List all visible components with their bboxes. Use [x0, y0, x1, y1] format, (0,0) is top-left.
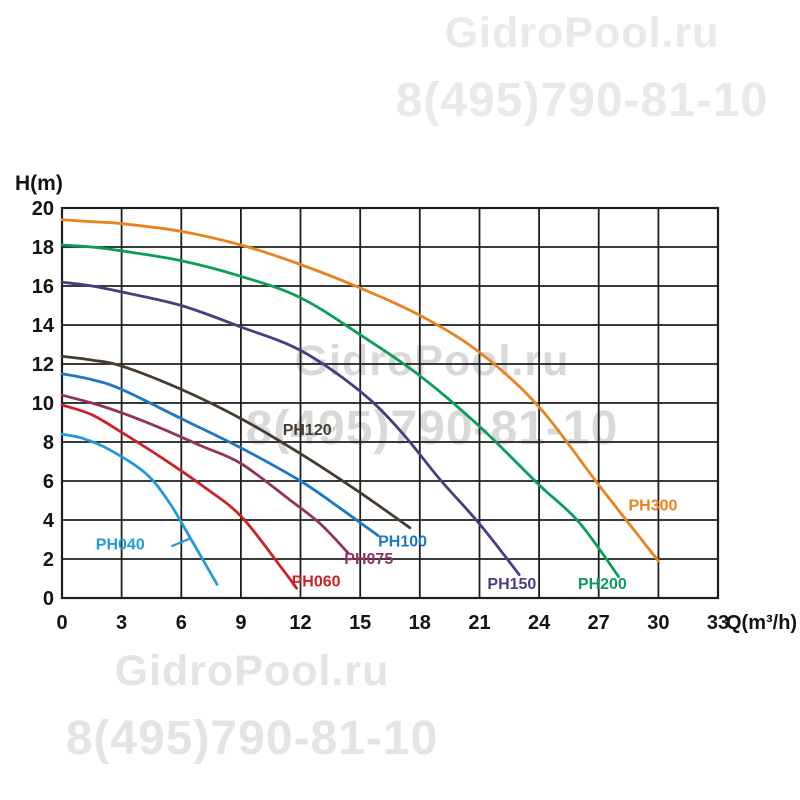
- x-tick-label: 6: [176, 612, 187, 634]
- curve-PH100: [60, 372, 380, 537]
- x-tick-label: 33: [707, 612, 729, 634]
- curve-PH120: [60, 354, 412, 530]
- curve-PH200: [60, 243, 620, 578]
- y-tick-label: 20: [32, 198, 54, 220]
- y-tick-label: 4: [43, 510, 55, 532]
- y-axis-title: H(m): [15, 172, 63, 195]
- y-tick-label: 0: [43, 588, 54, 610]
- plot-border: [60, 206, 720, 600]
- curve-label-PH060: PH060: [292, 573, 341, 590]
- y-tick-label: 8: [43, 432, 54, 454]
- curve-label-PH150: PH150: [487, 576, 536, 593]
- curve-label-leader-PH040: [170, 537, 191, 548]
- curve-label-PH200: PH200: [578, 576, 627, 593]
- x-tick-label: 18: [409, 612, 431, 634]
- x-tick-label: 24: [528, 612, 551, 634]
- y-tick-label: 16: [32, 276, 54, 298]
- y-tick-label: 2: [43, 549, 54, 571]
- curve-label-PH040: PH040: [96, 536, 145, 553]
- curve-PH040: [60, 432, 219, 586]
- x-tick-label: 9: [235, 612, 246, 634]
- x-tick-label: 0: [56, 612, 67, 634]
- y-tick-label: 10: [32, 393, 54, 415]
- curve-label-PH120: PH120: [283, 422, 332, 439]
- x-tick-label: 21: [468, 612, 490, 634]
- x-tick-label: 3: [116, 612, 127, 634]
- curve-label-PH100: PH100: [378, 533, 427, 550]
- x-tick-label: 12: [289, 612, 311, 634]
- x-axis-title: Q(m³/h): [726, 612, 797, 634]
- x-tick-label: 27: [588, 612, 610, 634]
- grid-layer: [60, 206, 720, 600]
- curve-PH075: [60, 393, 350, 555]
- y-tick-label: 12: [32, 354, 54, 376]
- curve-PH150: [60, 280, 521, 576]
- x-tick-label: 30: [647, 612, 669, 634]
- y-tick-label: 18: [32, 237, 54, 259]
- y-tick-label: 6: [43, 471, 54, 493]
- y-tick-label: 14: [32, 315, 55, 337]
- x-tick-label: 15: [349, 612, 371, 634]
- curve-PH300: [60, 218, 660, 563]
- curve-label-PH075: PH075: [344, 551, 393, 568]
- curve-PH060: [60, 403, 298, 590]
- curve-label-PH300: PH300: [629, 497, 678, 514]
